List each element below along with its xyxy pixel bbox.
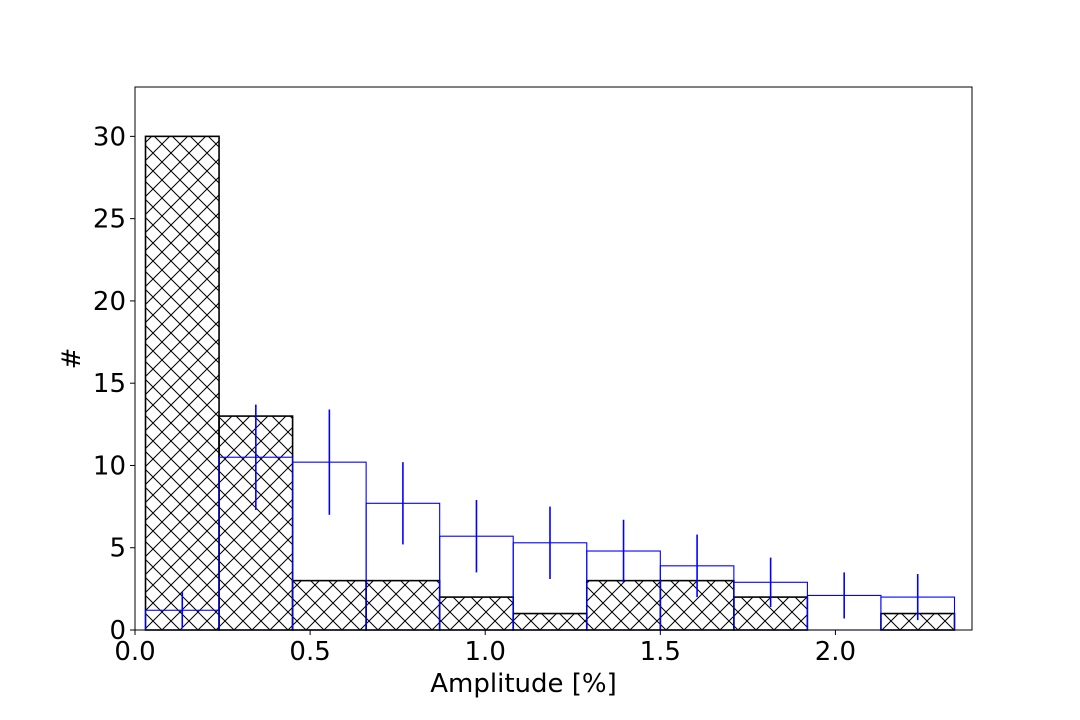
hatched-bar: [512, 612, 588, 631]
hatched-bar: [291, 579, 367, 631]
error-bars: [181, 404, 919, 629]
plot-area: [134, 86, 973, 631]
y-tick-label: 20: [93, 287, 126, 317]
hatched-bar: [365, 579, 441, 631]
x-tick-label: 2.0: [815, 637, 856, 667]
x-tick-label: 0.5: [289, 637, 330, 667]
x-tick-label: 1.0: [465, 637, 506, 667]
x-axis-label: Amplitude [%]: [430, 669, 617, 699]
y-tick-label: 0: [109, 616, 126, 646]
x-axis-ticks: 0.0 0.5 1.0 1.5 2.0: [114, 630, 856, 667]
y-tick-label: 10: [93, 451, 126, 481]
plot-frame: [134, 86, 973, 631]
x-tick-label: 1.5: [640, 637, 681, 667]
hatched-bar: [585, 579, 662, 631]
y-axis-label: #: [57, 348, 87, 370]
x-tick-label: 0.0: [114, 637, 155, 667]
hatched-bar: [144, 135, 220, 631]
hatched-bar: [438, 596, 515, 631]
y-tick-label: 5: [109, 534, 126, 564]
y-tick-label: 15: [93, 369, 126, 399]
y-axis-ticks: 0 5 10 15 20 25 30: [93, 122, 135, 646]
y-tick-label: 30: [93, 122, 126, 152]
y-tick-label: 25: [93, 205, 126, 235]
